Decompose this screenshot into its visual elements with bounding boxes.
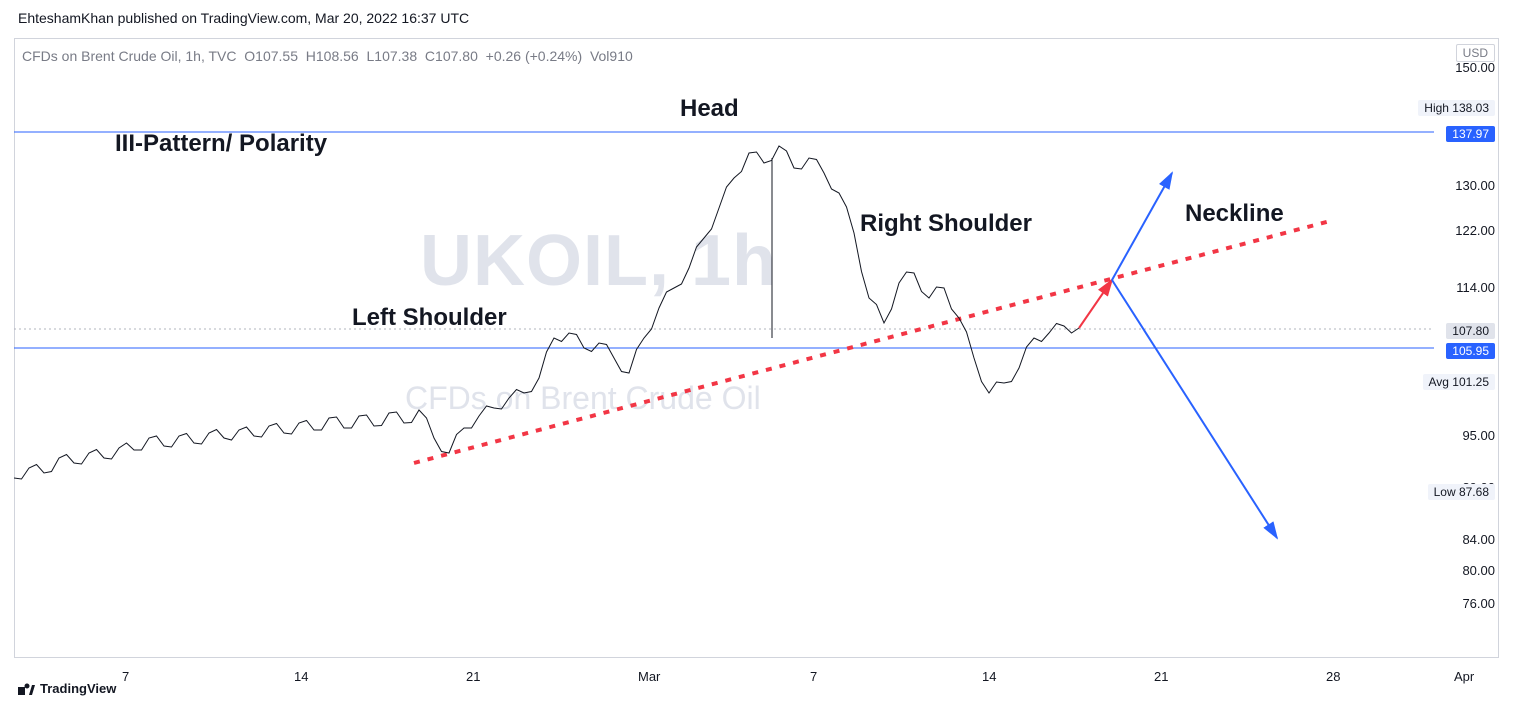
x-tick: 14 — [982, 669, 996, 684]
annotation-neckline: Neckline — [1185, 200, 1284, 228]
y-tick: 84.00 — [1462, 532, 1495, 547]
symbol-desc: CFDs on Brent Crude Oil, 1h, TVC — [22, 48, 236, 64]
y-badge-avg: Avg 101.25 — [1423, 374, 1496, 390]
y-tick: 122.00 — [1455, 223, 1495, 238]
annotation-left-shoulder: Left Shoulder — [352, 304, 507, 332]
annotation-pattern: III-Pattern/ Polarity — [115, 130, 327, 158]
y-badge-high: High 138.03 — [1418, 100, 1495, 116]
vol-value: 910 — [609, 48, 632, 64]
y-badge-line2: 105.95 — [1446, 343, 1495, 359]
vol-label: Vol — [590, 48, 609, 64]
low-value: 107.38 — [374, 48, 417, 64]
x-tick: 7 — [810, 669, 817, 684]
y-badge-low: Low 87.68 — [1428, 484, 1495, 500]
open-value: 107.55 — [255, 48, 298, 64]
open-label: O — [244, 48, 255, 64]
ohlc-info: CFDs on Brent Crude Oil, 1h, TVC O107.55… — [22, 48, 633, 64]
close-value: 107.80 — [435, 48, 478, 64]
y-tick: 76.00 — [1462, 596, 1495, 611]
y-tick: 150.00 — [1455, 60, 1495, 75]
y-tick: 114.00 — [1456, 280, 1495, 295]
x-tick: Apr — [1454, 669, 1474, 684]
close-label: C — [425, 48, 435, 64]
x-tick: 28 — [1326, 669, 1340, 684]
y-tick: 80.00 — [1462, 563, 1495, 578]
publish-info: EhteshamKhan published on TradingView.co… — [18, 10, 469, 26]
change-value: +0.26 (+0.24%) — [486, 48, 583, 64]
x-tick: 7 — [122, 669, 129, 684]
tradingview-icon — [18, 683, 36, 695]
y-badge-line1: 137.97 — [1446, 126, 1495, 142]
y-tick: 130.00 — [1455, 178, 1495, 193]
annotation-right-shoulder: Right Shoulder — [860, 210, 1032, 238]
x-tick: 21 — [466, 669, 480, 684]
x-tick: Mar — [638, 669, 660, 684]
brand-text: TradingView — [40, 681, 116, 696]
annotation-head: Head — [680, 95, 739, 123]
high-label: H — [306, 48, 316, 64]
y-badge-close: 107.80 — [1446, 323, 1495, 339]
x-tick: 21 — [1154, 669, 1168, 684]
x-tick: 14 — [294, 669, 308, 684]
high-value: 108.56 — [316, 48, 359, 64]
y-tick: 95.00 — [1462, 428, 1495, 443]
brand-footer: TradingView — [18, 681, 116, 696]
